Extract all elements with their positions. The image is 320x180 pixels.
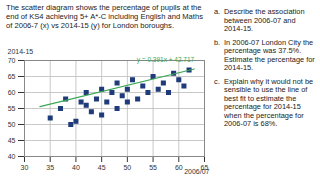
html-text:c.: c. [214,76,220,86]
svg-text:65: 65 [8,73,16,80]
svg-text:2006/07: 2006/07 [184,168,209,175]
svg-text:40: 40 [8,153,16,160]
html-text:The scatter diagram shows the: The scatter diagram shows the percentage… [6,3,203,31]
svg-text:70: 70 [8,57,16,64]
svg-text:50: 50 [8,121,16,128]
svg-text:45: 45 [8,137,16,144]
html-text:a. Describe the association be: a. Describe the association between 2006… [214,7,305,33]
svg-text:60: 60 [175,164,183,171]
svg-text:50: 50 [123,164,131,171]
svg-text:45: 45 [98,164,106,171]
html-text:b. In 2006-07 London City the: b. In 2006-07 London City the percentage… [214,37,315,73]
svg-text:40: 40 [72,164,80,171]
svg-text:35: 35 [46,164,54,171]
svg-text:y = 0.391x + 42.717: y = 0.391x + 42.717 [137,56,195,64]
svg-text:55: 55 [149,164,157,171]
svg-text:30: 30 [21,164,29,171]
html-text:Explain why it would not be se: Explain why it would not be sensible to … [224,76,314,129]
svg-text:55: 55 [8,105,16,112]
svg-text:60: 60 [8,89,16,96]
svg-text:2014-15: 2014-15 [8,48,34,55]
